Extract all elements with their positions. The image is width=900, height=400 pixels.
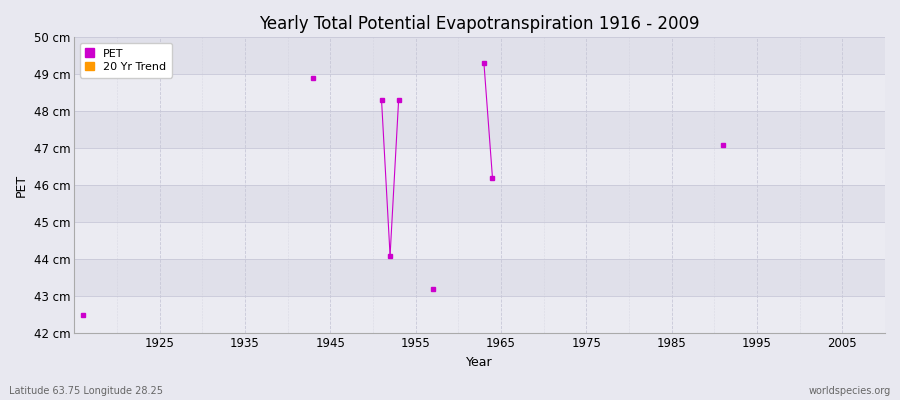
Bar bbox=[75, 222, 885, 259]
Bar bbox=[75, 185, 885, 222]
Text: worldspecies.org: worldspecies.org bbox=[809, 386, 891, 396]
Bar bbox=[75, 259, 885, 296]
X-axis label: Year: Year bbox=[466, 356, 493, 369]
Bar bbox=[75, 296, 885, 333]
Bar bbox=[75, 148, 885, 185]
Bar bbox=[75, 74, 885, 111]
Bar bbox=[75, 37, 885, 74]
Bar bbox=[75, 111, 885, 148]
Legend: PET, 20 Yr Trend: PET, 20 Yr Trend bbox=[80, 43, 172, 78]
Text: Latitude 63.75 Longitude 28.25: Latitude 63.75 Longitude 28.25 bbox=[9, 386, 163, 396]
Y-axis label: PET: PET bbox=[15, 174, 28, 197]
Title: Yearly Total Potential Evapotranspiration 1916 - 2009: Yearly Total Potential Evapotranspiratio… bbox=[259, 15, 700, 33]
